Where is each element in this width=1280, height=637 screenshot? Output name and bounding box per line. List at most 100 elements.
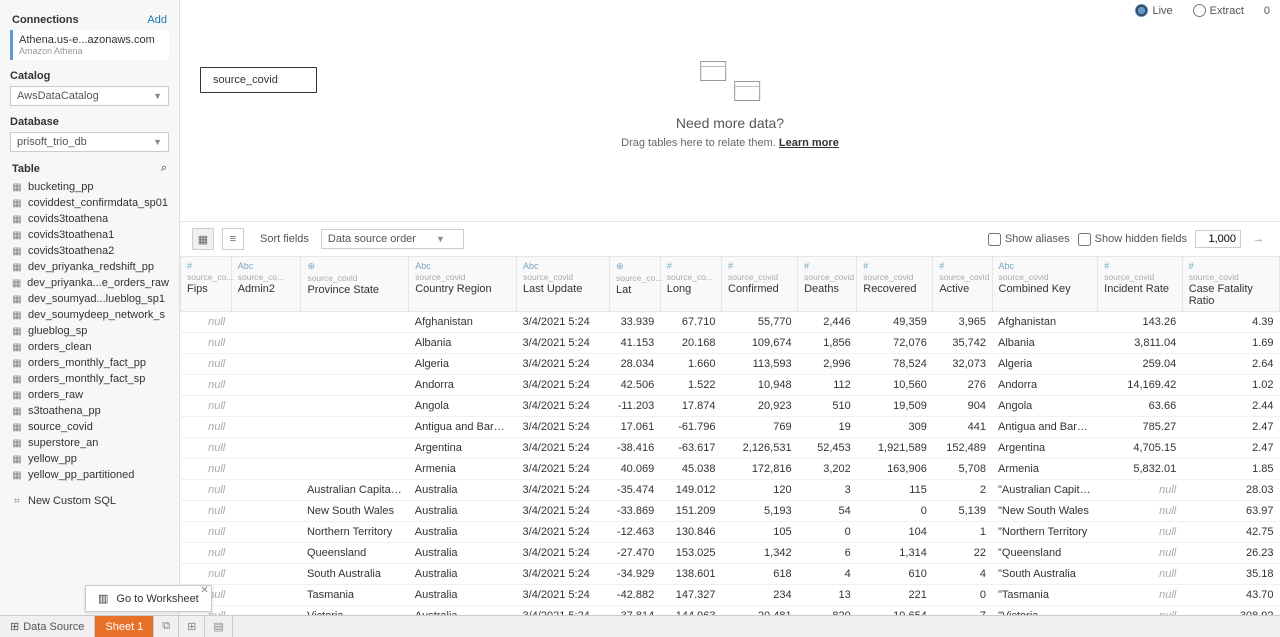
sheet1-tab[interactable]: Sheet 1 [95, 616, 154, 637]
data-source-tab[interactable]: ⊞ Data Source [0, 616, 95, 637]
table-item[interactable]: ▦dev_priyanka_redshift_pp [10, 259, 169, 275]
table-item[interactable]: ▦dev_soumyad...lueblog_sp1 [10, 291, 169, 307]
cell: 276 [933, 375, 992, 396]
table-row[interactable]: nullNorthern TerritoryAustralia3/4/2021 … [181, 522, 1280, 543]
add-connection-link[interactable]: Add [147, 14, 167, 26]
table-item[interactable]: ▦source_covid [10, 419, 169, 435]
cell [231, 417, 301, 438]
table-row[interactable]: nullAustralian Capital Ter...Australia3/… [181, 480, 1280, 501]
table-icon: ▦ [10, 406, 24, 417]
extract-radio[interactable]: Extract [1193, 4, 1244, 17]
column-name: Combined Key [999, 283, 1092, 295]
live-radio[interactable]: Live [1135, 4, 1172, 17]
table-row[interactable]: nullQueenslandAustralia3/4/2021 5:24-27.… [181, 543, 1280, 564]
show-aliases-checkbox[interactable]: Show aliases [988, 233, 1070, 246]
table-row[interactable]: nullArgentina3/4/2021 5:24-38.416-63.617… [181, 438, 1280, 459]
table-item[interactable]: ▦dev_soumydeep_network_s [10, 307, 169, 323]
grid-view-button[interactable]: ▦ [192, 228, 214, 250]
table-row[interactable]: nullAlbania3/4/2021 5:2441.15320.168109,… [181, 333, 1280, 354]
column-header[interactable]: #source_co...Long [660, 257, 721, 312]
table-item[interactable]: ▦covids3toathena1 [10, 227, 169, 243]
rows-input[interactable] [1195, 230, 1241, 248]
table-item[interactable]: ▦glueblog_sp [10, 323, 169, 339]
cell: null [181, 564, 232, 585]
table-item[interactable]: ▦bucketing_pp [10, 179, 169, 195]
cell: 112 [798, 375, 857, 396]
new-story-button[interactable]: ▤ [205, 616, 232, 637]
data-canvas[interactable]: source_covid Need more data? Drag tables… [180, 21, 1280, 221]
source-label: source_covid [863, 272, 926, 282]
new-custom-sql-label: New Custom SQL [28, 495, 116, 507]
column-header[interactable]: #source_covidCase Fatality Ratio [1182, 257, 1279, 312]
new-worksheet-button[interactable]: ⧉ [154, 616, 179, 637]
table-item[interactable]: ▦yellow_pp_partitioned [10, 467, 169, 483]
show-hidden-checkbox[interactable]: Show hidden fields [1078, 233, 1187, 246]
table-item[interactable]: ▦ covids3toathena [10, 211, 169, 227]
column-header[interactable]: #source_covidRecovered [857, 257, 933, 312]
table-row[interactable]: nullArmenia3/4/2021 5:2440.06945.038172,… [181, 459, 1280, 480]
table-row[interactable]: nullTasmaniaAustralia3/4/2021 5:24-42.88… [181, 585, 1280, 606]
show-aliases-input[interactable] [988, 233, 1001, 246]
column-header[interactable]: #source_covidDeaths [798, 257, 857, 312]
cell: Australian Capital Ter... [301, 480, 409, 501]
new-dashboard-button[interactable]: ⊞ [179, 616, 205, 637]
table-row[interactable]: nullAlgeria3/4/2021 5:2428.0341.660113,5… [181, 354, 1280, 375]
source-label: source_covid [728, 272, 791, 282]
table-item[interactable]: ▦orders_raw [10, 387, 169, 403]
cell: 5,193 [722, 501, 798, 522]
column-header[interactable]: Abcsource_covidLast Update [517, 257, 610, 312]
show-hidden-input[interactable] [1078, 233, 1091, 246]
table-item[interactable]: ▦orders_monthly_fact_sp [10, 371, 169, 387]
table-item[interactable]: ▦orders_monthly_fact_pp [10, 355, 169, 371]
table-item[interactable]: ▦coviddest_confirmdata_sp01 [10, 195, 169, 211]
cell [231, 312, 301, 333]
column-header[interactable]: #source_covidIncident Rate [1098, 257, 1183, 312]
search-icon[interactable]: ⌕ [161, 162, 167, 175]
table-name: covids3toathena2 [28, 245, 114, 257]
column-header[interactable]: Abcsource_covidCountry Region [409, 257, 517, 312]
table-item[interactable]: ▦orders_clean [10, 339, 169, 355]
table-item[interactable]: ▦covids3toathena2 [10, 243, 169, 259]
column-header[interactable]: #source_covidActive [933, 257, 992, 312]
table-item[interactable]: ▦s3toathena_pp [10, 403, 169, 419]
table-row[interactable]: nullAfghanistan3/4/2021 5:2433.93967.710… [181, 312, 1280, 333]
table-row[interactable]: nullAntigua and Barbuda3/4/2021 5:2417.0… [181, 417, 1280, 438]
table-item[interactable]: ▦superstore_an [10, 435, 169, 451]
table-item[interactable]: ▦yellow_pp [10, 451, 169, 467]
cell: 42.506 [610, 375, 661, 396]
column-header[interactable]: ⊕source_co...Lat [610, 257, 661, 312]
live-radio-input[interactable] [1135, 4, 1148, 17]
rows-apply-arrow[interactable]: → [1249, 233, 1268, 245]
table-row[interactable]: nullSouth AustraliaAustralia3/4/2021 5:2… [181, 564, 1280, 585]
sort-fields-dropdown[interactable]: Data source order ▼ [321, 229, 464, 249]
cell: 14,169.42 [1098, 375, 1183, 396]
close-icon[interactable]: ✕ [200, 585, 208, 596]
column-header[interactable]: #source_co...Fips [181, 257, 232, 312]
cell: null [1098, 564, 1183, 585]
cell: 610 [857, 564, 933, 585]
cell: 3/4/2021 5:24 [517, 333, 610, 354]
column-header[interactable]: Abcsource_covidCombined Key [992, 257, 1098, 312]
source-label: source_covid [1104, 272, 1176, 282]
cell: 2.64 [1182, 354, 1279, 375]
new-custom-sql[interactable]: ⌗ New Custom SQL [10, 493, 169, 509]
table-row[interactable]: nullAngola3/4/2021 5:24-11.20317.87420,9… [181, 396, 1280, 417]
database-dropdown[interactable]: prisoft_trio_db ▼ [10, 132, 169, 152]
catalog-dropdown[interactable]: AwsDataCatalog ▼ [10, 86, 169, 106]
table-row[interactable]: nullAndorra3/4/2021 5:2442.5061.52210,94… [181, 375, 1280, 396]
column-header[interactable]: ⊕source_covidProvince State [301, 257, 409, 312]
go-to-worksheet-button[interactable]: ▥ Go to Worksheet ✕ [85, 585, 212, 612]
extract-radio-input[interactable] [1193, 4, 1206, 17]
column-header[interactable]: #source_covidConfirmed [722, 257, 798, 312]
table-icon: ▦ [10, 470, 24, 481]
cell: 259.04 [1098, 354, 1183, 375]
connection-item[interactable]: Athena.us-e...azonaws.com Amazon Athena [10, 30, 169, 60]
column-header[interactable]: Abcsource_co...Admin2 [231, 257, 301, 312]
list-view-button[interactable]: ≡ [222, 228, 244, 250]
table-icon: ▦ [10, 214, 24, 225]
table-pill[interactable]: source_covid [200, 67, 317, 93]
table-row[interactable]: nullNew South WalesAustralia3/4/2021 5:2… [181, 501, 1280, 522]
learn-more-link[interactable]: Learn more [779, 137, 839, 149]
table-item[interactable]: ▦dev_priyanka...e_orders_raw [10, 275, 169, 291]
table-name: covids3toathena [28, 213, 108, 225]
